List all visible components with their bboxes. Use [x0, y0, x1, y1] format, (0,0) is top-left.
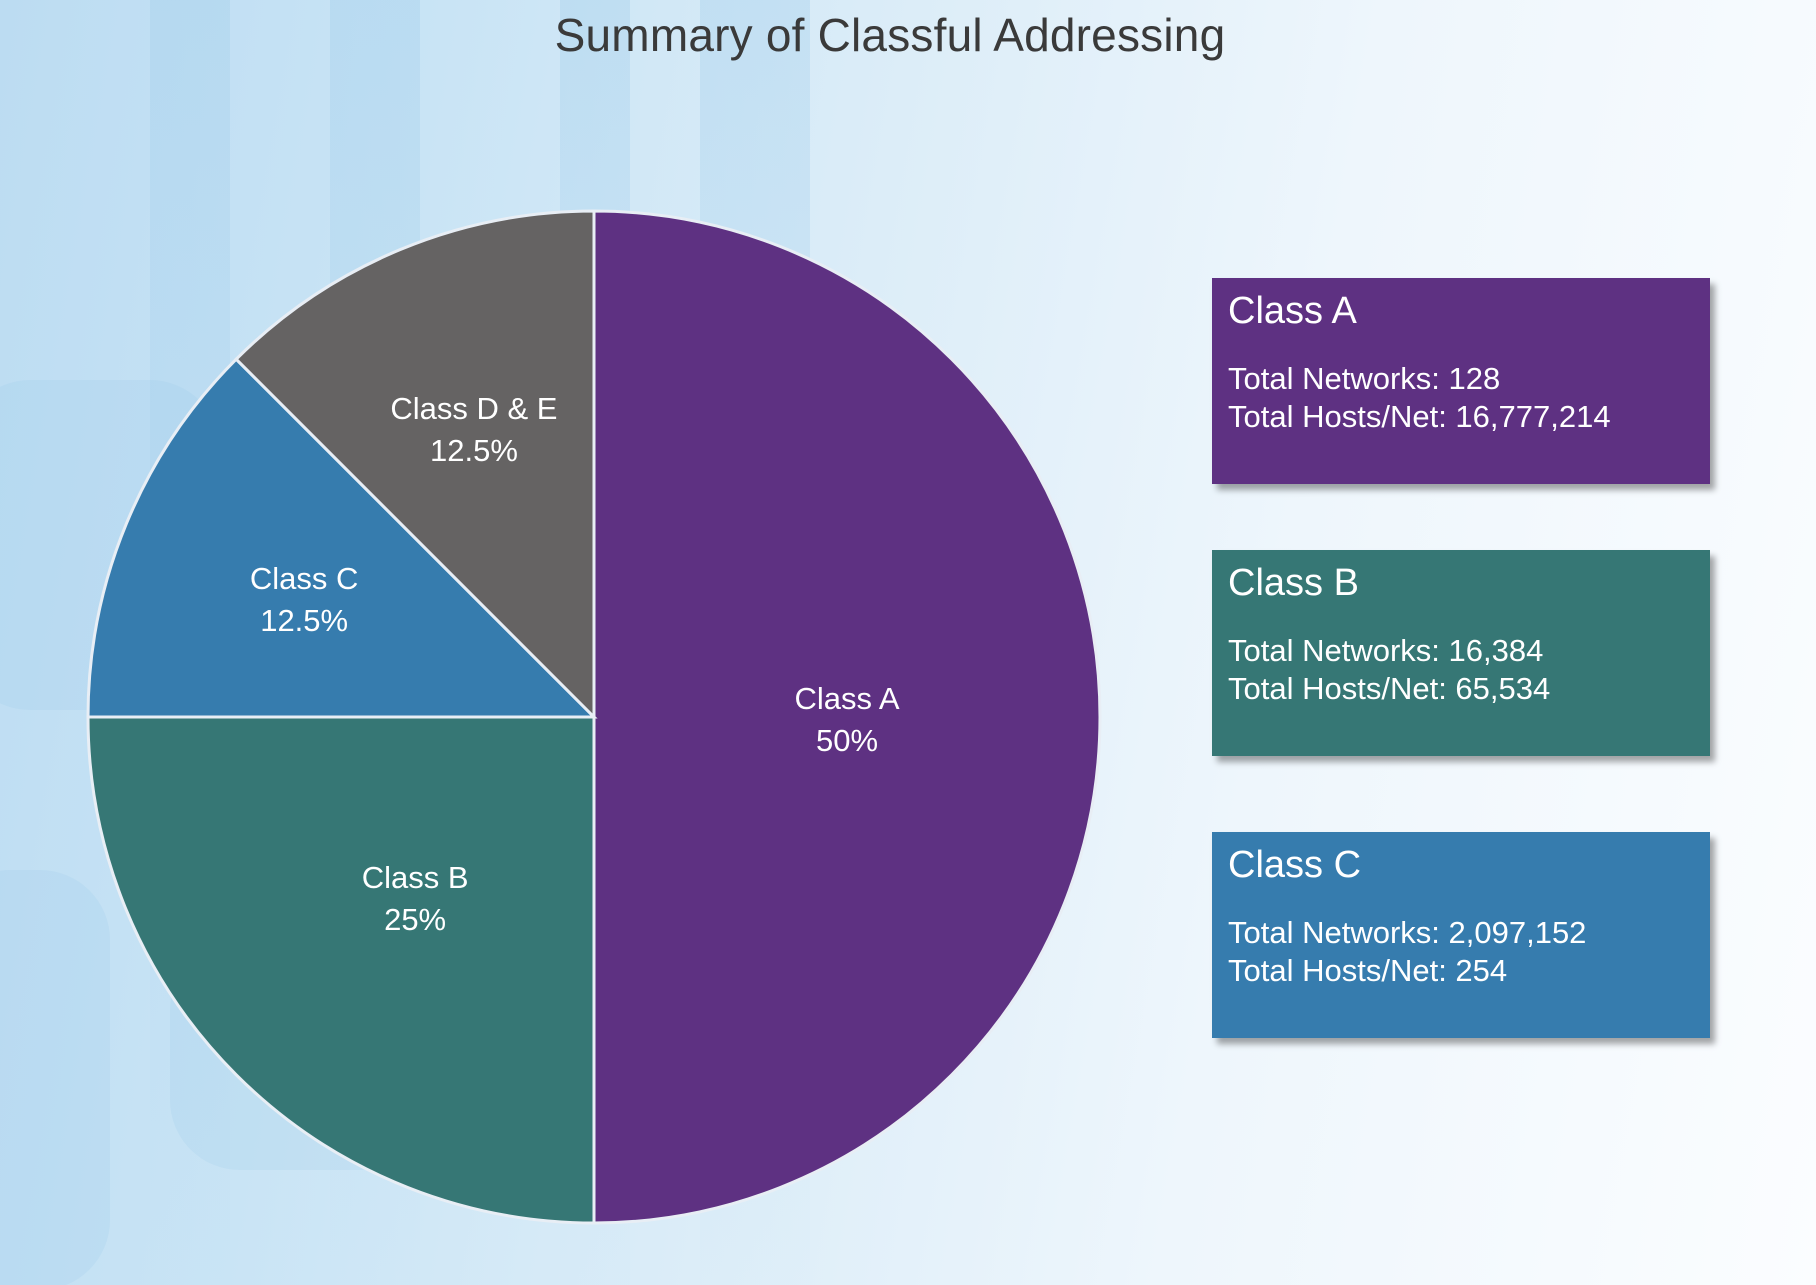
pie-slice-class-d-e: [234, 209, 596, 721]
class-c-card: Class C Total Networks: 2,097,152 Total …: [1212, 832, 1710, 1038]
slice-percent-label: 25%: [384, 902, 446, 937]
slice-name-label: Class D & E: [390, 391, 557, 426]
slice-name-label: Class A: [794, 681, 899, 716]
class-a-card: Class A Total Networks: 128 Total Hosts/…: [1212, 278, 1710, 484]
card-networks: Total Networks: 2,097,152: [1228, 915, 1587, 950]
pie-labels: Class A 50%Class B 25%Class C 12.5%Class D …: [250, 391, 900, 937]
slice-percent-label: 50%: [816, 723, 878, 758]
slice-label: Class B 25%: [362, 860, 469, 937]
slice-name-label: Class B: [362, 860, 469, 895]
pie-slice-class-c: [86, 357, 598, 719]
background-shape: [0, 870, 110, 1285]
slice-label: Class D & E 12.5%: [390, 391, 557, 468]
class-b-card: Class B Total Networks: 16,384 Total Hos…: [1212, 550, 1710, 756]
card-hosts: Total Hosts/Net: 16,777,214: [1228, 399, 1611, 434]
pie-slice-class-b: [86, 715, 596, 1225]
card-networks: Total Networks: 128: [1228, 361, 1501, 396]
slice-name-label: Class C: [250, 561, 359, 596]
card-title: Class C: [1228, 844, 1362, 886]
slice-percent-label: 12.5%: [430, 433, 518, 468]
pie-slice-class-a: [592, 209, 1102, 1225]
slice-percent-label: 12.5%: [260, 603, 348, 638]
slice-label: Class A 50%: [794, 681, 899, 758]
card-networks: Total Networks: 16,384: [1228, 633, 1544, 668]
card-hosts: Total Hosts/Net: 254: [1228, 953, 1508, 988]
pie-slices: [86, 209, 1102, 1225]
chart-title: Summary of Classful Addressing: [554, 9, 1226, 61]
card-hosts: Total Hosts/Net: 65,534: [1228, 671, 1551, 706]
card-title: Class B: [1228, 562, 1359, 604]
card-title: Class A: [1228, 290, 1357, 332]
slice-label: Class C 12.5%: [250, 561, 359, 638]
